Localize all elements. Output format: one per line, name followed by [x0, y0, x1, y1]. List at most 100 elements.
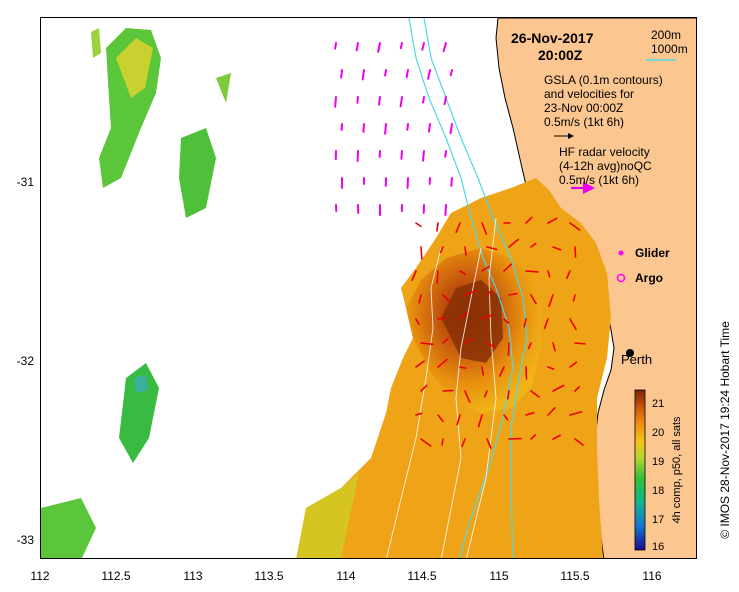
gsla-arrow: [569, 222, 581, 231]
gsla-arrow: [547, 366, 555, 370]
y-tick-label: -31: [16, 175, 34, 189]
gsla-arrow: [420, 342, 434, 346]
gsla-arrow: [459, 366, 467, 370]
gsla-legend-line3: 23-Nov 00:00Z: [544, 101, 624, 115]
colorbar-tick: 17: [652, 514, 665, 526]
gsla-arrow: [420, 438, 432, 447]
hf-arrow: [384, 123, 387, 135]
hf-arrow: [406, 123, 409, 131]
gsla-arrow: [527, 342, 532, 350]
gsla-arrow: [483, 390, 488, 398]
gsla-arrow: [436, 222, 439, 232]
gsla-arrow: [530, 294, 537, 305]
hf-arrow: [334, 42, 337, 50]
gsla-arrow: [499, 366, 505, 377]
gsla-arrow: [574, 342, 586, 345]
hf-arrow: [384, 69, 387, 77]
hf-arrow: [400, 150, 403, 160]
hf-arrow: [361, 69, 365, 81]
gsla-arrow: [464, 337, 473, 344]
gsla-arrow: [437, 317, 447, 320]
gsla-arrow: [442, 389, 454, 392]
gsla-arrow: [547, 407, 556, 416]
gsla-arrow: [481, 222, 488, 235]
gsla-arrow: [418, 294, 422, 304]
sst-patches: [41, 28, 611, 558]
colorbar-tick: 19: [652, 456, 665, 468]
hf-arrow: [355, 42, 359, 52]
hf-legend-line2: (4-12h avg)noQC: [559, 159, 652, 173]
gsla-arrow: [415, 412, 423, 416]
glider-symbol: [618, 250, 624, 256]
gsla-arrow: [572, 294, 576, 302]
gsla-arrow: [507, 342, 510, 356]
hf-scale-label: 0.5m/s (1kt 6h): [559, 173, 640, 187]
hf-arrow: [378, 96, 381, 106]
gsla-contours: [386, 217, 497, 558]
gsla-arrow: [486, 342, 497, 349]
gsla-arrow: [569, 361, 578, 368]
gsla-arrow: [464, 390, 471, 403]
y-tick-label: -32: [16, 354, 34, 368]
gsla-arrow: [461, 438, 466, 448]
hf-arrow: [443, 96, 447, 106]
gsla-arrow: [525, 216, 533, 224]
hf-arrow: [449, 123, 453, 135]
hf-arrow: [422, 96, 425, 104]
gsla-arrow: [525, 412, 535, 416]
gsla-arrow: [437, 358, 449, 368]
gsla-arrow: [525, 366, 528, 380]
gsla-arrow: [481, 366, 485, 376]
time-label: 20:00Z: [538, 47, 583, 63]
colorbar-title: 4h comp, p50, all sats: [671, 416, 683, 524]
x-tick-label: 116: [642, 569, 662, 583]
gsla-arrow: [436, 270, 439, 284]
date-label: 26-Nov-2017: [511, 30, 594, 46]
gsla-arrow: [459, 270, 467, 275]
x-tick-label: 115.5: [560, 569, 590, 583]
argo-label: Argo: [635, 271, 663, 285]
hf-arrow: [405, 69, 409, 79]
hf-arrow: [377, 42, 381, 53]
contour-200m-label: 200m: [651, 28, 682, 42]
gsla-arrow: [411, 270, 417, 281]
hf-legend-line1: HF radar velocity: [559, 145, 650, 159]
x-tick-label: 115: [489, 569, 509, 583]
gsla-arrow: [565, 270, 571, 280]
gsla-arrow: [420, 384, 428, 392]
argo-symbol: [616, 273, 626, 283]
credit-text: © IMOS 28-Nov-2017 19:24 Hobart Time: [718, 321, 732, 539]
gsla-arrow: [464, 289, 478, 296]
colorbar-tick: 20: [652, 427, 665, 439]
gsla-arrow: [459, 311, 468, 320]
gsla-arrow: [530, 434, 537, 440]
gsla-arrow: [574, 386, 581, 392]
gsla-arrow: [441, 438, 444, 446]
perth-label[interactable]: Perth: [621, 352, 653, 367]
gsla-velocity-arrows: [411, 216, 586, 450]
gsla-arrow: [486, 438, 492, 450]
x-tick-label: 112: [30, 569, 50, 583]
gsla-arrow: [569, 411, 583, 416]
hf-arrow: [427, 123, 431, 133]
gsla-arrow: [456, 414, 461, 426]
x-tick-label: 113.5: [254, 569, 284, 583]
gsla-arrow: [543, 318, 549, 330]
y-tick-label: -33: [16, 533, 34, 547]
colorbar-tick: 21: [652, 398, 665, 410]
hf-arrow: [356, 96, 359, 104]
gsla-arrow: [442, 294, 451, 303]
gsla-arrow: [574, 246, 577, 258]
hf-arrow: [422, 150, 425, 162]
map-canvas[interactable]: [41, 18, 697, 559]
x-tick-label: 114: [336, 569, 356, 583]
gsla-arrow: [415, 360, 425, 368]
hf-arrow: [421, 42, 425, 51]
gsla-arrow: [552, 384, 565, 392]
gsla-arrow: [547, 270, 551, 278]
gsla-arrow: [548, 294, 554, 308]
gsla-arrow: [547, 217, 558, 224]
perth-marker[interactable]: [626, 349, 634, 357]
gsla-arrow: [481, 266, 490, 272]
map-panel[interactable]: 26-Nov-2017 20:00Z 200m 1000m GSLA (0.1m…: [40, 17, 697, 559]
